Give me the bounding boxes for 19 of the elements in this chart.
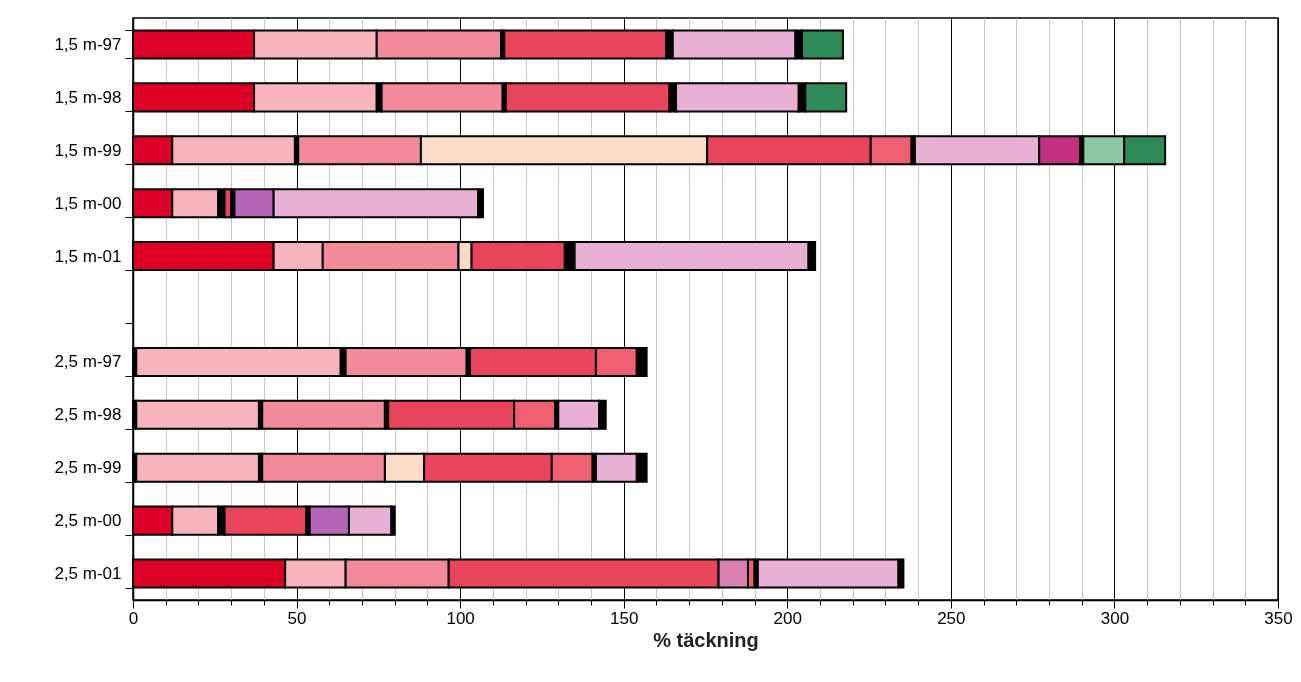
y-tick-label: 1,5 m-99	[54, 140, 122, 160]
y-tick-label: 1,5 m-97	[54, 34, 122, 54]
x-tick-label: 150	[610, 608, 639, 628]
y-tick-label: 1,5 m-01	[54, 246, 122, 266]
x-tick-label: 300	[1100, 608, 1130, 628]
x-tick-label: 200	[773, 608, 802, 628]
x-tick-label: 100	[446, 608, 475, 628]
x-tick-label: 0	[128, 608, 139, 628]
x-tick-label: 250	[937, 608, 966, 628]
y-tick-label: 2,5 m-98	[54, 405, 122, 425]
y-tick-label: 2,5 m-00	[54, 511, 122, 531]
x-tick-label: 50	[287, 608, 307, 628]
y-tick-label: 1,5 m-00	[54, 193, 122, 213]
y-tick-label: 2,5 m-99	[54, 458, 122, 478]
x-axis-title: % täckning	[653, 628, 759, 651]
y-tick-label: 2,5 m-01	[54, 564, 122, 584]
y-tick-label: 2,5 m-97	[54, 352, 122, 372]
y-tick-label: 1,5 m-98	[54, 87, 122, 107]
x-tick-label: 350	[1264, 608, 1293, 628]
